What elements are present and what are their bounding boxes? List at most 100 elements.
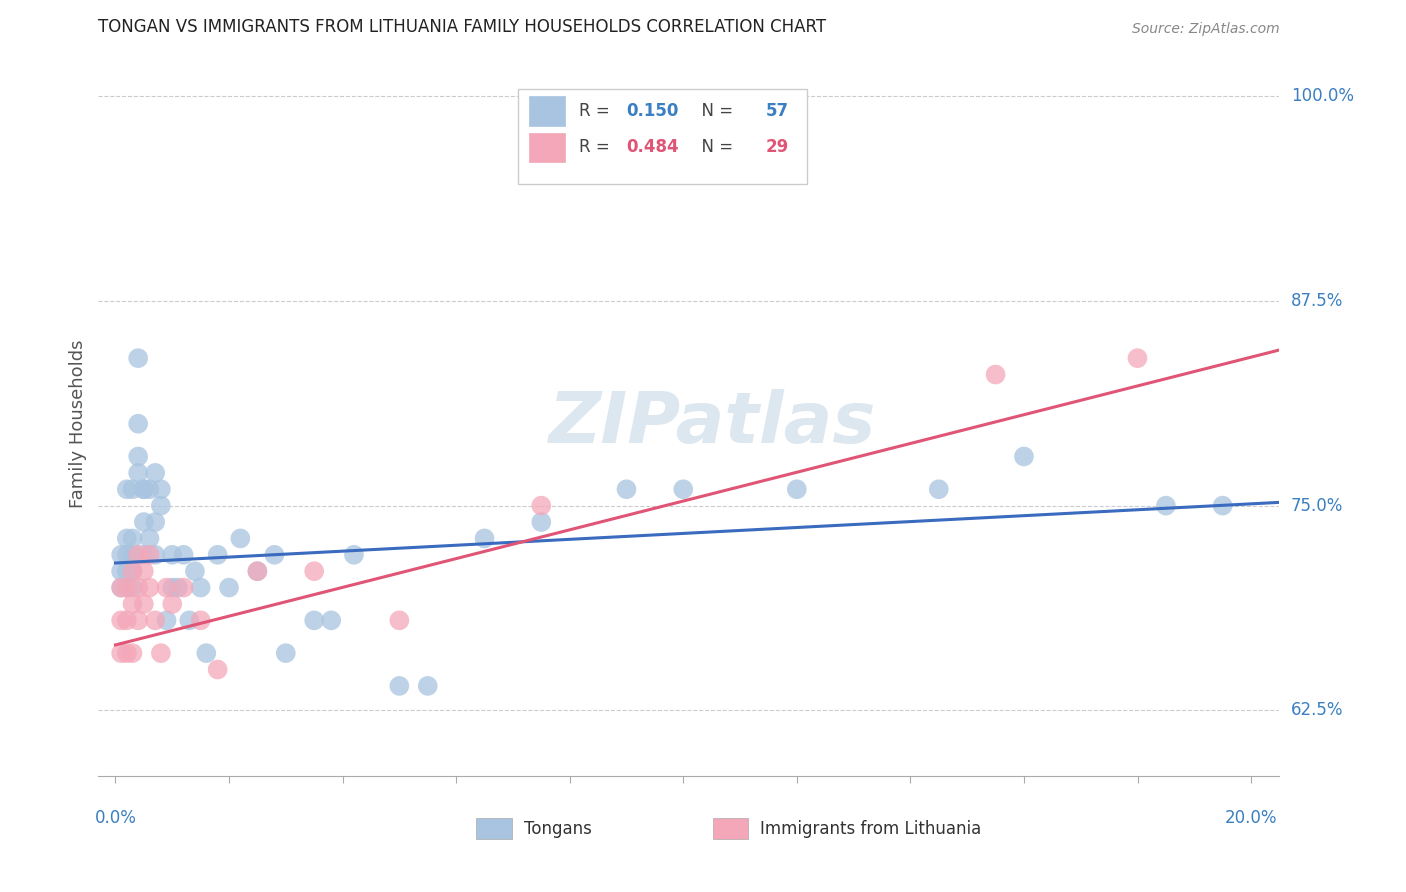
Point	[616, 482, 638, 496]
Point	[672, 482, 695, 496]
Point	[121, 564, 143, 578]
Text: 87.5%: 87.5%	[1291, 292, 1343, 310]
Point	[143, 548, 166, 562]
Point	[218, 581, 240, 595]
Point	[121, 646, 143, 660]
Text: 75.0%: 75.0%	[1291, 497, 1343, 515]
Point	[229, 532, 252, 546]
Point	[127, 548, 149, 562]
Point	[530, 515, 553, 529]
Point	[121, 482, 143, 496]
Bar	[477, 818, 512, 839]
Point	[143, 515, 166, 529]
Point	[110, 564, 132, 578]
Point	[184, 564, 207, 578]
Point	[127, 351, 149, 366]
Point	[474, 532, 496, 546]
Point	[121, 564, 143, 578]
Point	[246, 564, 269, 578]
Point	[143, 613, 166, 627]
Point	[121, 532, 143, 546]
Point	[321, 613, 343, 627]
Text: Source: ZipAtlas.com: Source: ZipAtlas.com	[1132, 22, 1279, 36]
Point	[155, 581, 177, 595]
Point	[179, 613, 201, 627]
Point	[115, 482, 138, 496]
Point	[246, 564, 269, 578]
Point	[274, 646, 297, 660]
Point	[190, 581, 212, 595]
Text: ZIPatlas: ZIPatlas	[548, 389, 876, 458]
Point	[162, 581, 183, 595]
Point	[302, 613, 325, 627]
Bar	[530, 96, 565, 126]
Text: 20.0%: 20.0%	[1225, 809, 1277, 827]
Point	[195, 646, 218, 660]
Text: N =: N =	[692, 138, 738, 156]
Point	[263, 548, 285, 562]
Point	[162, 548, 183, 562]
Point	[162, 597, 183, 611]
Text: 29: 29	[766, 138, 789, 156]
Point	[1154, 499, 1177, 513]
Point	[302, 564, 325, 578]
Point	[132, 482, 155, 496]
Text: 100.0%: 100.0%	[1291, 87, 1354, 105]
Point	[143, 466, 166, 480]
Text: Immigrants from Lithuania: Immigrants from Lithuania	[759, 820, 981, 838]
Bar	[713, 818, 748, 839]
Text: R =: R =	[579, 138, 614, 156]
Point	[149, 499, 172, 513]
Point	[155, 613, 177, 627]
Text: 62.5%: 62.5%	[1291, 701, 1343, 720]
Point	[173, 581, 195, 595]
Point	[138, 532, 160, 546]
Point	[121, 581, 143, 595]
Point	[115, 564, 138, 578]
Point	[149, 646, 172, 660]
Point	[138, 482, 160, 496]
Point	[115, 646, 138, 660]
Point	[121, 548, 143, 562]
Text: 0.150: 0.150	[626, 102, 679, 120]
Point	[173, 548, 195, 562]
Text: 57: 57	[766, 102, 789, 120]
Point	[132, 564, 155, 578]
Point	[388, 613, 411, 627]
Text: N =: N =	[692, 102, 738, 120]
Text: Tongans: Tongans	[523, 820, 592, 838]
Point	[190, 613, 212, 627]
Text: TONGAN VS IMMIGRANTS FROM LITHUANIA FAMILY HOUSEHOLDS CORRELATION CHART: TONGAN VS IMMIGRANTS FROM LITHUANIA FAMI…	[98, 18, 827, 36]
FancyBboxPatch shape	[517, 89, 807, 184]
Bar	[530, 133, 565, 162]
Point	[149, 482, 172, 496]
Point	[138, 581, 160, 595]
Point	[138, 548, 160, 562]
Point	[127, 613, 149, 627]
Point	[115, 581, 138, 595]
Text: 0.0%: 0.0%	[94, 809, 136, 827]
Point	[115, 548, 138, 562]
Point	[115, 532, 138, 546]
Point	[110, 581, 132, 595]
Point	[207, 663, 229, 677]
Text: R =: R =	[579, 102, 614, 120]
Point	[132, 515, 155, 529]
Point	[416, 679, 439, 693]
Point	[984, 368, 1007, 382]
Point	[530, 499, 553, 513]
Point	[127, 450, 149, 464]
Point	[127, 417, 149, 431]
Point	[1012, 450, 1035, 464]
Point	[343, 548, 366, 562]
Point	[110, 646, 132, 660]
Point	[110, 548, 132, 562]
Point	[928, 482, 950, 496]
Point	[121, 597, 143, 611]
Point	[127, 581, 149, 595]
Text: 0.484: 0.484	[626, 138, 679, 156]
Point	[132, 482, 155, 496]
Point	[207, 548, 229, 562]
Point	[115, 581, 138, 595]
Point	[132, 597, 155, 611]
